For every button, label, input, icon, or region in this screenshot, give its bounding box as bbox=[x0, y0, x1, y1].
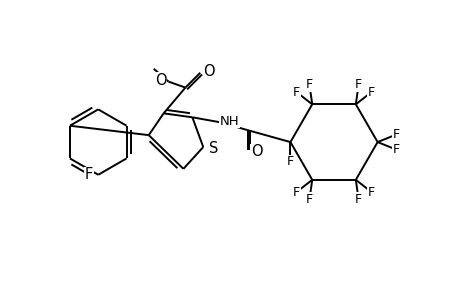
Text: F: F bbox=[354, 193, 361, 206]
Text: F: F bbox=[367, 85, 374, 99]
Text: F: F bbox=[292, 85, 300, 99]
Text: F: F bbox=[85, 167, 93, 182]
Text: F: F bbox=[392, 128, 399, 141]
Text: F: F bbox=[367, 185, 374, 199]
Text: F: F bbox=[292, 185, 300, 199]
Text: F: F bbox=[392, 143, 399, 156]
Text: F: F bbox=[286, 155, 293, 168]
Text: O: O bbox=[250, 145, 262, 160]
Text: F: F bbox=[305, 193, 313, 206]
Text: F: F bbox=[354, 78, 361, 91]
Text: F: F bbox=[305, 78, 313, 91]
Text: O: O bbox=[155, 73, 166, 88]
Text: NH: NH bbox=[219, 115, 239, 128]
Text: O: O bbox=[203, 64, 214, 79]
Text: S: S bbox=[209, 140, 218, 155]
